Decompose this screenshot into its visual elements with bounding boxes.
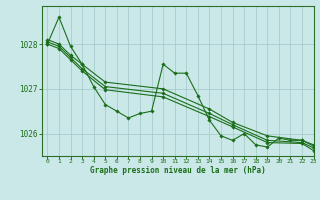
X-axis label: Graphe pression niveau de la mer (hPa): Graphe pression niveau de la mer (hPa) <box>90 166 266 175</box>
